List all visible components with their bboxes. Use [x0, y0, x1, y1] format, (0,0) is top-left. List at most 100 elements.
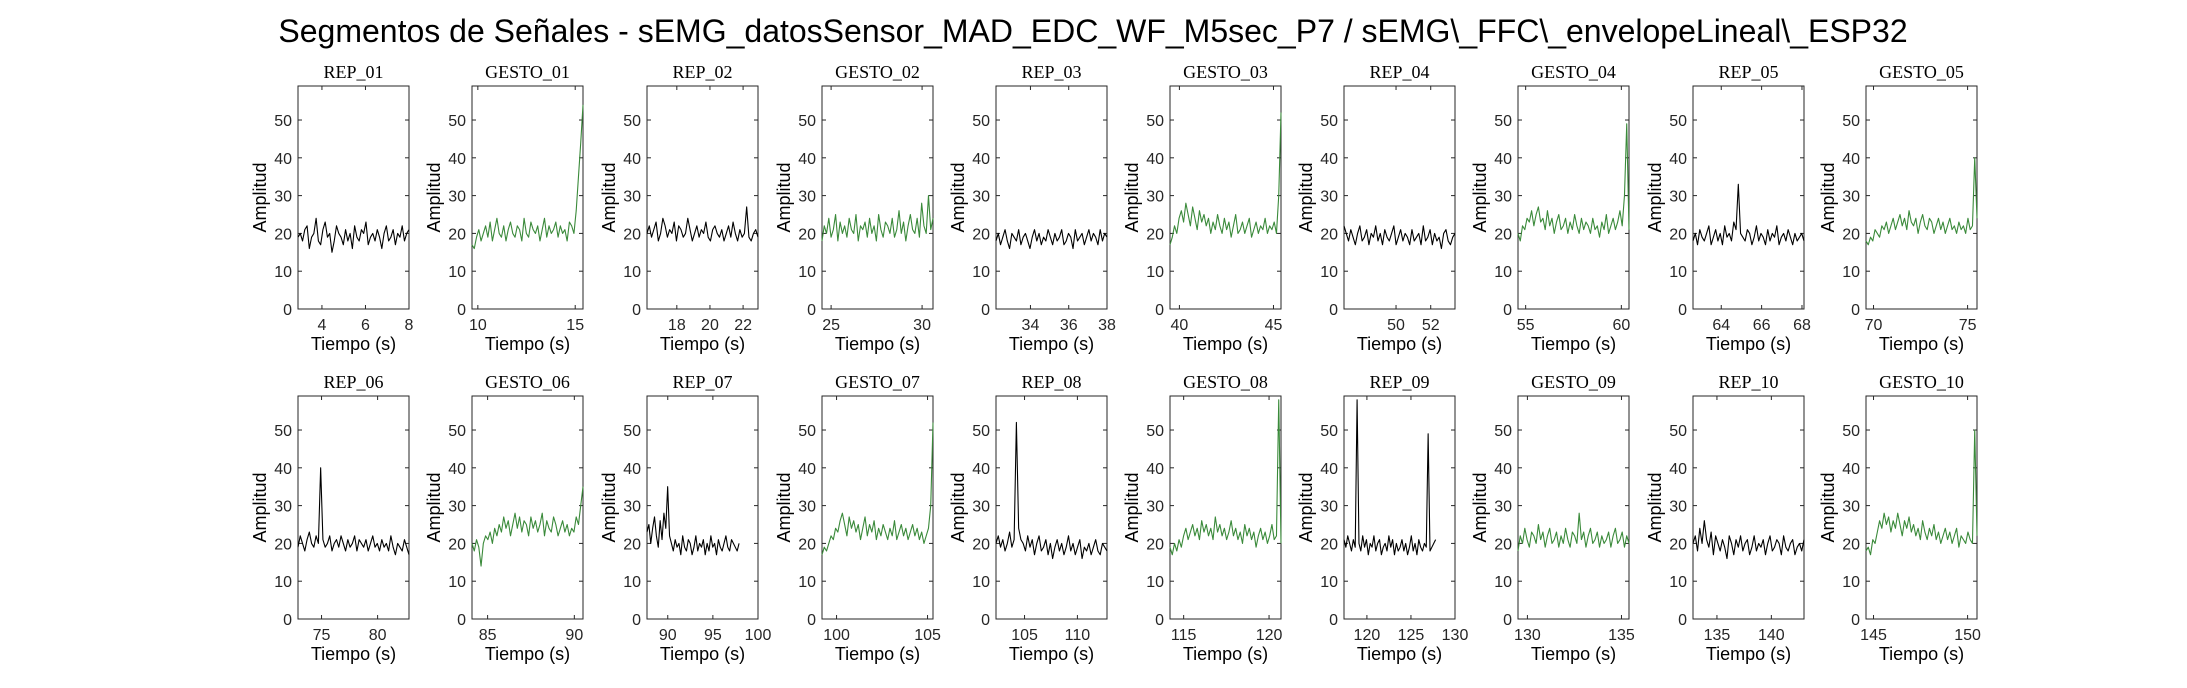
y-tick-label: 0 [457, 612, 466, 629]
axes-box [995, 85, 1108, 310]
x-axis-label: Tiempo (s) [1706, 334, 1791, 354]
x-axis-label: Tiempo (s) [1183, 334, 1268, 354]
y-tick-label: 50 [972, 113, 990, 130]
x-tick-label: 18 [668, 317, 686, 334]
subplot-title: GESTO_02 [835, 62, 920, 82]
signal-line [471, 486, 584, 567]
y-tick-label: 0 [1678, 302, 1687, 319]
y-axis-label: Amplitud [1470, 162, 1490, 232]
y-tick-label: 20 [1669, 536, 1687, 553]
y-tick-label: 20 [448, 226, 466, 243]
x-tick-label: 100 [823, 627, 850, 644]
x-axis-label: Tiempo (s) [485, 334, 570, 354]
x-tick-label: 30 [913, 317, 931, 334]
y-tick-label: 20 [623, 536, 641, 553]
subplot-title: GESTO_04 [1531, 62, 1616, 82]
x-axis-label: Tiempo (s) [1183, 644, 1268, 664]
x-axis-label: Tiempo (s) [835, 644, 920, 664]
y-axis-label: Amplitud [599, 162, 619, 232]
x-tick-label: 135 [1704, 627, 1731, 644]
subplot-title: GESTO_03 [1183, 62, 1268, 82]
axes-box [1865, 395, 1978, 620]
y-tick-label: 40 [798, 151, 816, 168]
x-tick-label: 68 [1793, 317, 1811, 334]
y-tick-label: 40 [1494, 151, 1512, 168]
x-tick-label: 105 [914, 627, 941, 644]
y-tick-label: 20 [798, 226, 816, 243]
subplot-gesto-09: 0 10 20 30 40 50 130 135 GESTO_09 Tiempo (s) Ampli… [1470, 372, 1635, 664]
x-tick-label: 8 [405, 317, 414, 334]
y-tick-label: 20 [1494, 226, 1512, 243]
y-axis-label: Amplitud [1470, 472, 1490, 542]
y-tick-label: 30 [1320, 499, 1338, 516]
y-tick-label: 50 [1146, 113, 1164, 130]
signal-line [297, 467, 410, 556]
y-tick-label: 40 [1146, 461, 1164, 478]
x-tick-label: 90 [565, 627, 583, 644]
x-axis-label: Tiempo (s) [1357, 334, 1442, 354]
y-tick-label: 10 [274, 574, 292, 591]
subplot-title: REP_10 [1718, 372, 1778, 392]
x-tick-label: 120 [1354, 627, 1381, 644]
y-axis-label: Amplitud [1122, 162, 1142, 232]
axes-box [1169, 395, 1282, 620]
axes-box [471, 85, 584, 310]
y-tick-label: 30 [1494, 499, 1512, 516]
subplot-gesto-03: 0 10 20 30 40 50 40 45 GESTO_03 Tiempo (s) Amplitu… [1122, 62, 1282, 354]
subplot-title: GESTO_01 [485, 62, 570, 82]
y-axis-label: Amplitud [599, 472, 619, 542]
y-tick-label: 50 [1842, 423, 1860, 440]
y-tick-label: 40 [274, 461, 292, 478]
y-tick-label: 50 [1669, 423, 1687, 440]
y-tick-label: 40 [1494, 461, 1512, 478]
y-tick-label: 20 [1320, 536, 1338, 553]
y-tick-label: 50 [1842, 113, 1860, 130]
y-tick-label: 10 [1494, 574, 1512, 591]
x-axis-label: Tiempo (s) [660, 644, 745, 664]
subplot-rep-03: 0 10 20 30 40 50 34 36 38 REP_03 Tiempo (s) Amplitu… [948, 62, 1116, 354]
x-tick-label: 125 [1398, 627, 1425, 644]
y-tick-label: 30 [274, 189, 292, 206]
axes-box [1692, 85, 1805, 310]
x-tick-label: 110 [1065, 627, 1091, 644]
y-tick-label: 0 [632, 302, 641, 319]
subplot-title: GESTO_05 [1879, 62, 1964, 82]
subplot-rep-07: 0 10 20 30 40 50 90 95 100 REP_07 Tiempo (s) Amplit… [599, 372, 771, 664]
y-tick-label: 0 [981, 302, 990, 319]
subplot-title: REP_04 [1369, 62, 1429, 82]
y-axis-label: Amplitud [948, 162, 968, 232]
y-tick-label: 40 [274, 151, 292, 168]
y-axis-label: Amplitud [774, 472, 794, 542]
y-tick-label: 10 [623, 264, 641, 281]
subplot-gesto-08: 0 10 20 30 40 50 115 120 GESTO_08 Tiempo (s) Ampli… [1122, 372, 1282, 664]
x-tick-label: 120 [1256, 627, 1283, 644]
y-tick-label: 40 [1669, 151, 1687, 168]
subplot-rep-10: 0 10 20 30 40 50 135 140 REP_10 Tiempo (s) Amplitu… [1645, 372, 1805, 664]
y-tick-label: 40 [448, 151, 466, 168]
axes-box [1865, 85, 1978, 310]
subplot-rep-05: 0 10 20 30 40 50 64 66 68 REP_05 Tiempo (s) Amplitu… [1645, 62, 1811, 354]
y-tick-label: 0 [1155, 302, 1164, 319]
y-tick-label: 0 [1851, 302, 1860, 319]
x-tick-label: 20 [701, 317, 719, 334]
x-tick-label: 80 [369, 627, 387, 644]
subplot-title: GESTO_09 [1531, 372, 1616, 392]
y-tick-label: 0 [1851, 612, 1860, 629]
y-tick-label: 30 [1669, 189, 1687, 206]
y-tick-label: 10 [1494, 264, 1512, 281]
y-tick-label: 10 [1320, 574, 1338, 591]
subplot-rep-08: 0 10 20 30 40 50 105 110 REP_08 Tiempo (s) Amplitu… [948, 372, 1108, 664]
y-tick-label: 10 [448, 574, 466, 591]
y-tick-label: 10 [1320, 264, 1338, 281]
y-tick-label: 10 [1842, 264, 1860, 281]
x-tick-label: 60 [1612, 317, 1630, 334]
signal-line [1169, 399, 1282, 556]
x-tick-label: 34 [1022, 317, 1040, 334]
signal-line [297, 217, 410, 253]
y-tick-label: 30 [1320, 189, 1338, 206]
y-axis-label: Amplitud [1296, 472, 1316, 542]
subplot-gesto-07: 0 10 20 30 40 50 100 105 GESTO_07 Tiempo (s) Ampli… [774, 372, 941, 664]
y-tick-label: 30 [623, 499, 641, 516]
y-tick-label: 10 [1842, 574, 1860, 591]
y-tick-label: 40 [1842, 461, 1860, 478]
